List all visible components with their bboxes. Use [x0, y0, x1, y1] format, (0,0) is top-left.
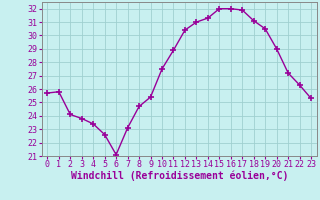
- X-axis label: Windchill (Refroidissement éolien,°C): Windchill (Refroidissement éolien,°C): [70, 171, 288, 181]
